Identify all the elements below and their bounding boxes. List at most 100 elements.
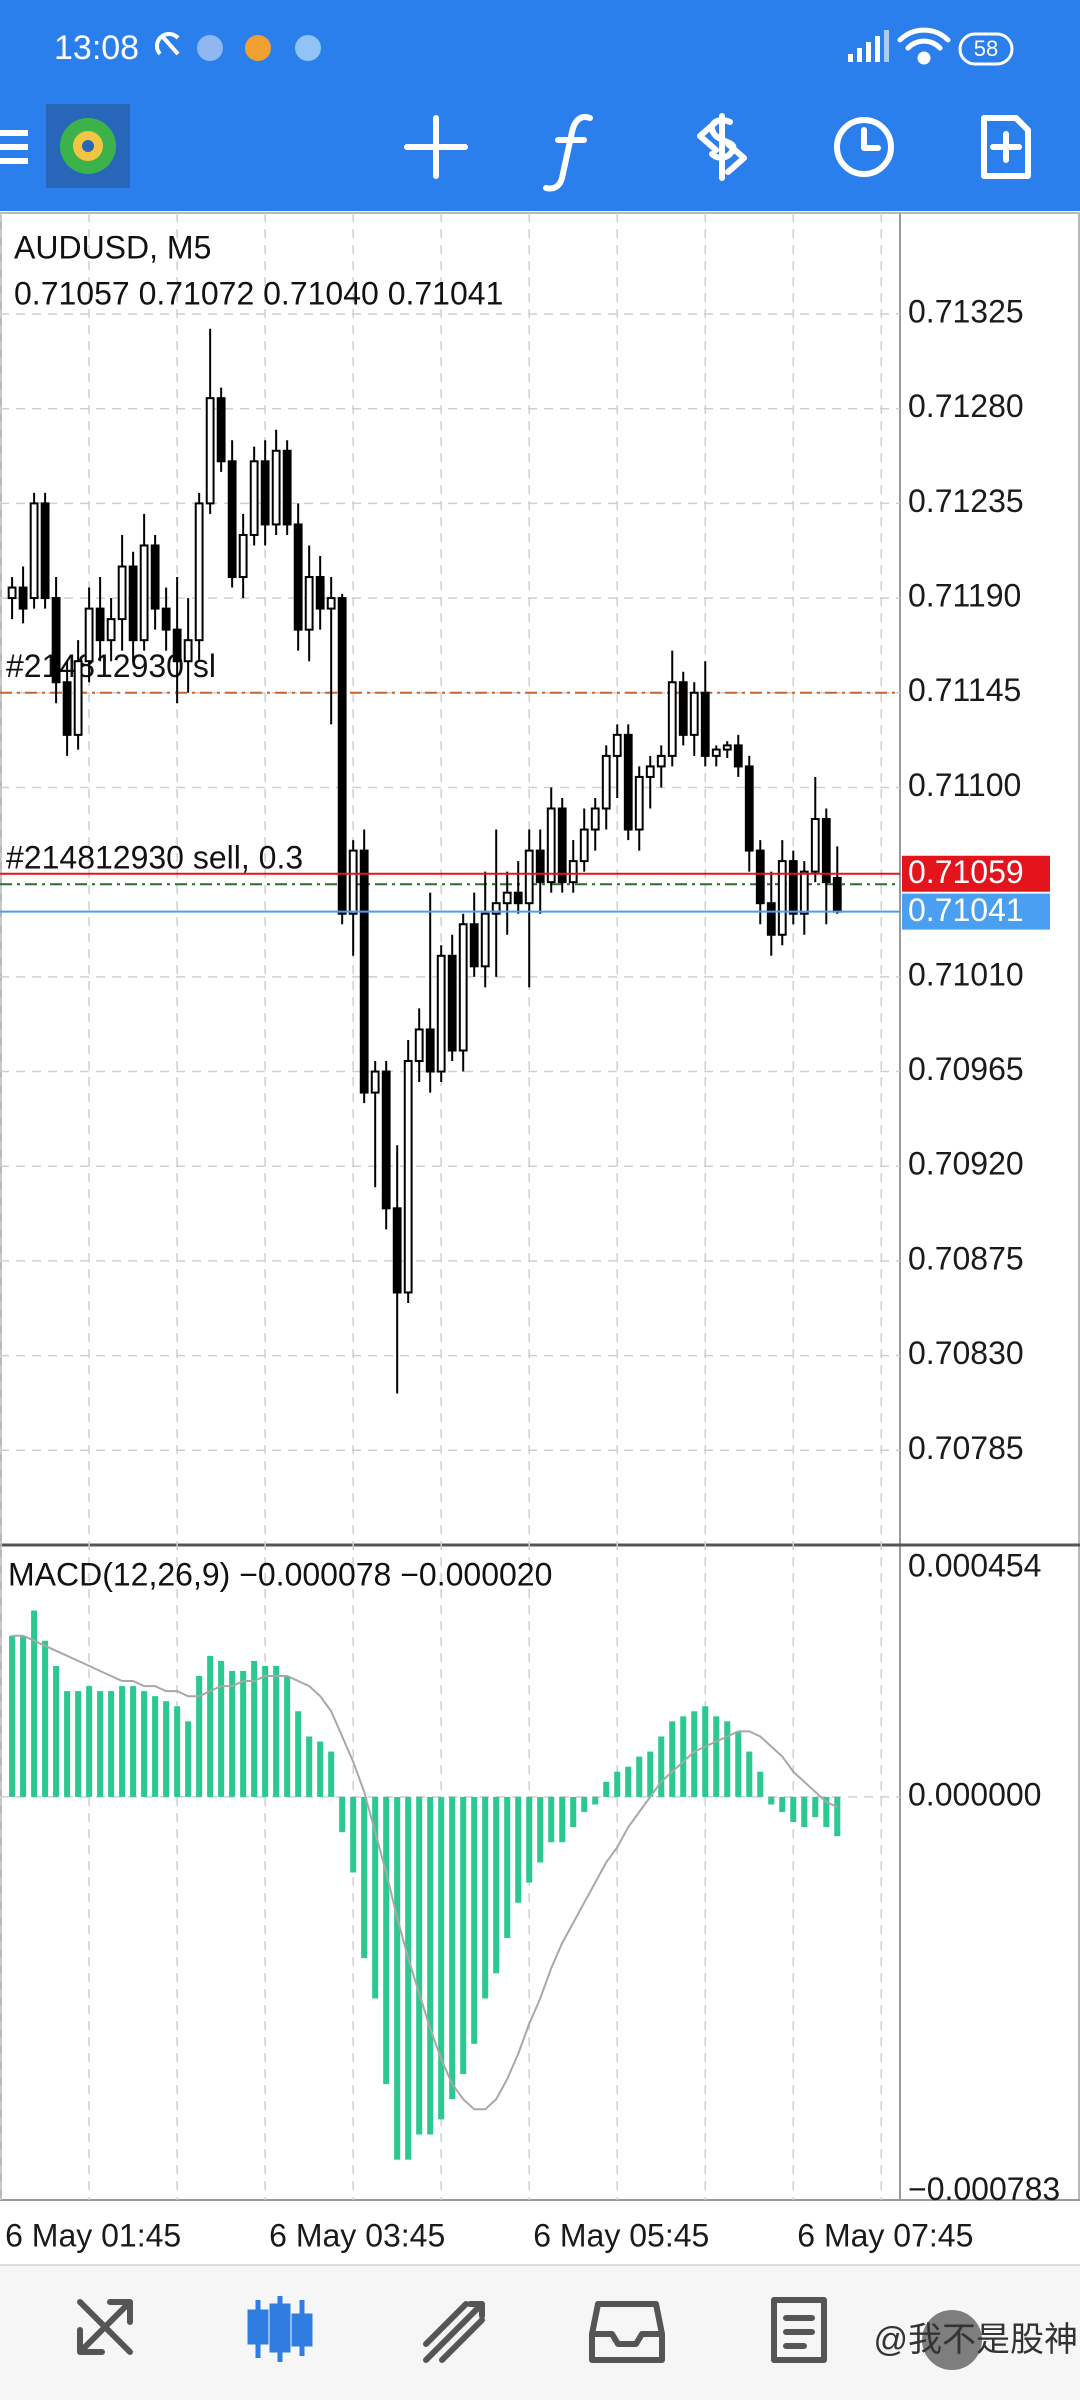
candle-body [766, 902, 776, 936]
candle-body [656, 754, 666, 768]
histogram-bar [449, 1796, 456, 2100]
candle-body [436, 954, 446, 1073]
histogram-bar [504, 1796, 511, 1938]
candle-body [480, 912, 490, 968]
candle-body [249, 460, 259, 536]
histogram-bar [515, 1796, 522, 1903]
histogram-bar [64, 1691, 71, 1797]
histogram-bar [713, 1716, 720, 1797]
candle-body [535, 849, 545, 884]
candle-body [62, 681, 72, 736]
x-tick-label: 6 May 01:45 [5, 2217, 181, 2253]
histogram-bar [559, 1796, 566, 1843]
candle-body [370, 1070, 380, 1094]
candle-body [282, 449, 292, 526]
candle-body [447, 954, 457, 1052]
histogram-bar [460, 1796, 467, 2075]
histogram-bar [394, 1796, 401, 2160]
histogram-bar [207, 1655, 214, 1797]
candle-body [172, 628, 182, 663]
candle-body [711, 748, 721, 757]
status-icons [154, 31, 321, 61]
candle-body [95, 607, 105, 642]
candle-body [513, 891, 523, 905]
candle-body [238, 533, 248, 579]
y-tick-label: 0.70830 [908, 1335, 1024, 1371]
histogram-bar [361, 1796, 368, 1959]
candle-body [667, 681, 677, 757]
histogram-bar [196, 1676, 203, 1797]
candle-body [722, 744, 732, 751]
histogram-bar [581, 1796, 588, 1813]
candle-body [128, 565, 138, 642]
candle-body [150, 544, 160, 610]
nav-chart[interactable] [247, 2296, 313, 2362]
signal-icon [848, 30, 889, 62]
watermark: @我不是股神 [873, 2321, 1078, 2359]
histogram-bar [218, 1660, 225, 1797]
nav-quotes[interactable] [77, 2299, 133, 2355]
histogram-bar [350, 1796, 357, 1873]
candle-body [293, 523, 303, 631]
new-order-button[interactable] [981, 115, 1031, 179]
candle-body [139, 544, 149, 642]
crosshair-button[interactable] [404, 115, 468, 179]
nav-news[interactable] [771, 2297, 827, 2363]
candle-body [755, 849, 765, 905]
battery-outline [958, 32, 1014, 66]
candle-body [590, 807, 600, 831]
candle-body [425, 1028, 435, 1073]
candle-body [458, 923, 468, 1052]
nav-history[interactable] [589, 2301, 665, 2363]
histogram-bar [537, 1796, 544, 1863]
candle-body [700, 691, 710, 757]
candle-body [260, 460, 270, 526]
candle-body [645, 765, 655, 778]
indicators-button[interactable] [543, 114, 593, 192]
y-tick-label: 0.000454 [908, 1548, 1041, 1584]
histogram-bar [328, 1751, 335, 1797]
candle-body [381, 1070, 391, 1210]
histogram-bar [152, 1696, 159, 1797]
y-tick-label: 0.71010 [908, 956, 1024, 992]
histogram-bar [746, 1751, 753, 1797]
wifi-icon [897, 27, 951, 65]
histogram-bar [372, 1796, 379, 1999]
app-logo[interactable] [46, 104, 130, 188]
histogram-bar [636, 1756, 643, 1797]
candle-body [502, 891, 512, 905]
price-tag-label: 0.71059 [908, 854, 1024, 890]
candle-body [29, 502, 39, 600]
price-tag-box [902, 855, 1050, 892]
candle-body [216, 397, 226, 463]
candle-body [7, 586, 17, 600]
price-tag-label: 0.71041 [908, 892, 1024, 928]
histogram-bar [97, 1691, 104, 1797]
y-tick-label: 0.70920 [908, 1146, 1024, 1182]
candle-body [623, 733, 633, 831]
candle-body [18, 586, 28, 610]
menu-button[interactable] [0, 130, 28, 164]
candle-body [832, 876, 842, 913]
histogram-bar [240, 1670, 247, 1797]
y-tick-label: 0.71280 [908, 388, 1024, 424]
histogram-bar [548, 1796, 555, 1843]
candle-body [634, 775, 644, 831]
history-button[interactable] [834, 117, 894, 177]
candle-body [205, 397, 215, 505]
candle-body [601, 754, 611, 810]
trade-button[interactable] [697, 113, 747, 181]
histogram-bar [735, 1731, 742, 1797]
candle-body [84, 607, 94, 663]
histogram-bar [75, 1691, 82, 1797]
candle-body [40, 502, 50, 600]
candle-body [678, 681, 688, 736]
y-tick-label: −0.000783 [908, 2171, 1060, 2207]
histogram-bar [42, 1640, 49, 1797]
histogram-bar [229, 1670, 236, 1797]
y-tick-label: 0.71100 [908, 767, 1021, 803]
histogram-bar [53, 1665, 60, 1797]
nav-trade[interactable] [423, 2301, 485, 2363]
candle-body [821, 818, 831, 884]
y-tick-label: 0.71235 [908, 483, 1024, 519]
